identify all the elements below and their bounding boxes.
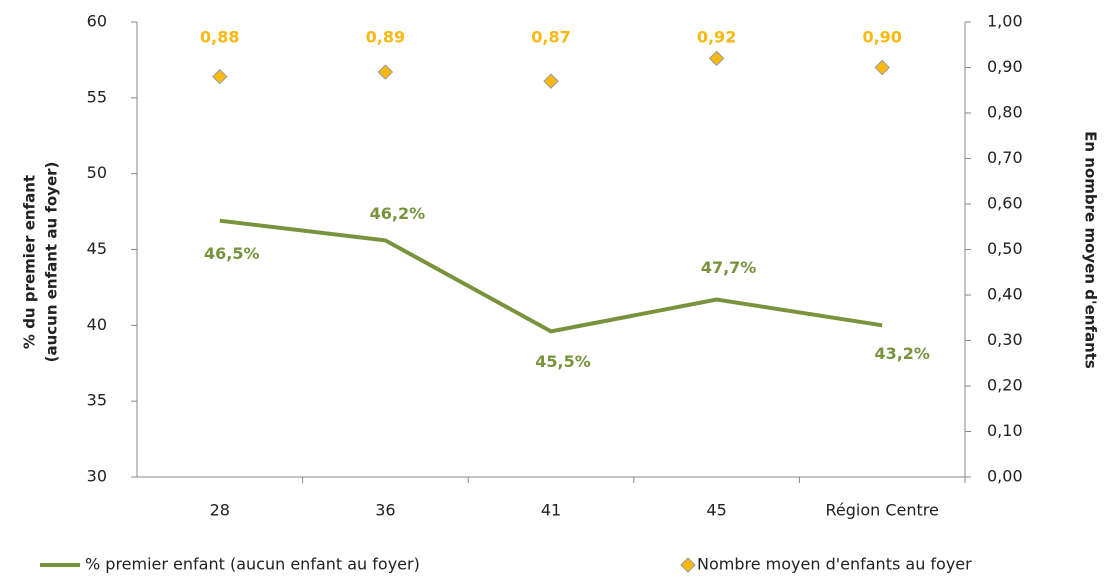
y-tick-label: 40	[87, 315, 107, 334]
annotation: 47,7%	[701, 258, 757, 277]
y-axis-title: (aucun enfant au foyer)	[43, 162, 61, 363]
y-tick-label: 30	[87, 467, 107, 486]
legend-label: Nombre moyen d'enfants au foyer	[697, 555, 972, 574]
marker	[212, 68, 228, 85]
y-tick-label: 35	[87, 391, 107, 410]
annotation: 46,2%	[370, 204, 426, 223]
data-label: 0,87	[531, 28, 570, 47]
data-label: 0,92	[697, 28, 736, 47]
y2-tick-label: 1,00	[987, 12, 1023, 31]
annotation: 45,5%	[535, 352, 591, 371]
y2-tick-label: 0,00	[987, 467, 1023, 486]
y2-tick-label: 0,60	[987, 194, 1023, 213]
y-tick-label: 45	[87, 239, 107, 258]
y-tick-label: 50	[87, 163, 107, 182]
annotation: 43,2%	[874, 344, 930, 363]
x-tick-label: Région Centre	[826, 501, 939, 520]
y2-tick-label: 0,80	[987, 103, 1023, 122]
y2-tick-label: 0,30	[987, 330, 1023, 349]
y2-tick-label: 0,50	[987, 239, 1023, 258]
marker	[708, 50, 725, 67]
annotation: 46,5%	[204, 244, 260, 263]
y2-tick-label: 0,90	[987, 57, 1023, 76]
data-label: 0,88	[200, 28, 239, 47]
y-tick-label: 55	[87, 87, 107, 106]
marker	[377, 64, 394, 80]
y2-tick-label: 0,20	[987, 376, 1023, 395]
x-tick-label: 28	[210, 501, 230, 520]
data-label: 0,90	[862, 28, 901, 47]
line	[219, 218, 883, 334]
x-tick-label: 36	[375, 501, 395, 520]
y2-tick-label: 0,10	[987, 421, 1023, 440]
data-label: 0,89	[366, 28, 405, 47]
marker	[543, 73, 559, 89]
y2-tick-label: 0,40	[987, 285, 1023, 304]
y-axis-title: % du premier enfant	[21, 175, 39, 349]
x-tick-label: 41	[541, 501, 561, 520]
y2-axis-title: En nombre moyen d'enfants	[1082, 131, 1100, 369]
x-tick-label: 45	[706, 501, 726, 520]
y-tick-label: 60	[87, 12, 107, 31]
marker	[874, 59, 890, 76]
legend-label: % premier enfant (aucun enfant au foyer)	[85, 555, 420, 574]
y2-tick-label: 0,70	[987, 148, 1023, 167]
legend-swatch	[680, 557, 696, 573]
